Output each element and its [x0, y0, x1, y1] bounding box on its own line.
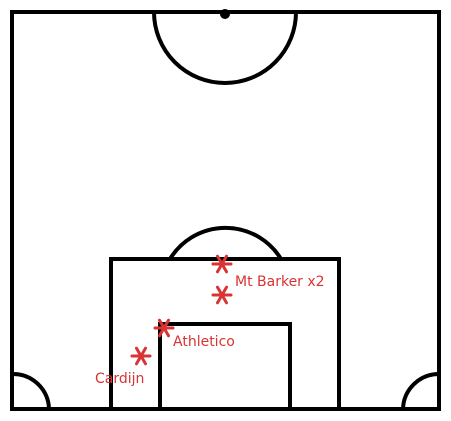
centre-circle-arc [152, 11, 298, 85]
label-cardijn: Cardijn [95, 371, 144, 387]
centre-spot [220, 9, 230, 19]
corner-arc-left [11, 371, 51, 410]
label-athletico: Athletico [173, 334, 235, 350]
shot-marker-cardijn [130, 346, 152, 366]
penalty-arc [168, 225, 283, 261]
marker-stroke [158, 318, 170, 338]
shot-markers [130, 254, 233, 366]
shot-marker-athletico [153, 318, 175, 338]
marker-stroke [135, 346, 147, 366]
label-mt-barker: Mt Barker x2 [235, 274, 325, 290]
shot-marker-mt-barker-1 [211, 254, 233, 274]
marker-stroke [216, 254, 228, 274]
goal-area [158, 322, 292, 409]
shot-marker-mt-barker-2 [211, 285, 233, 305]
corner-arc-right [401, 372, 440, 410]
marker-stroke [216, 285, 228, 305]
